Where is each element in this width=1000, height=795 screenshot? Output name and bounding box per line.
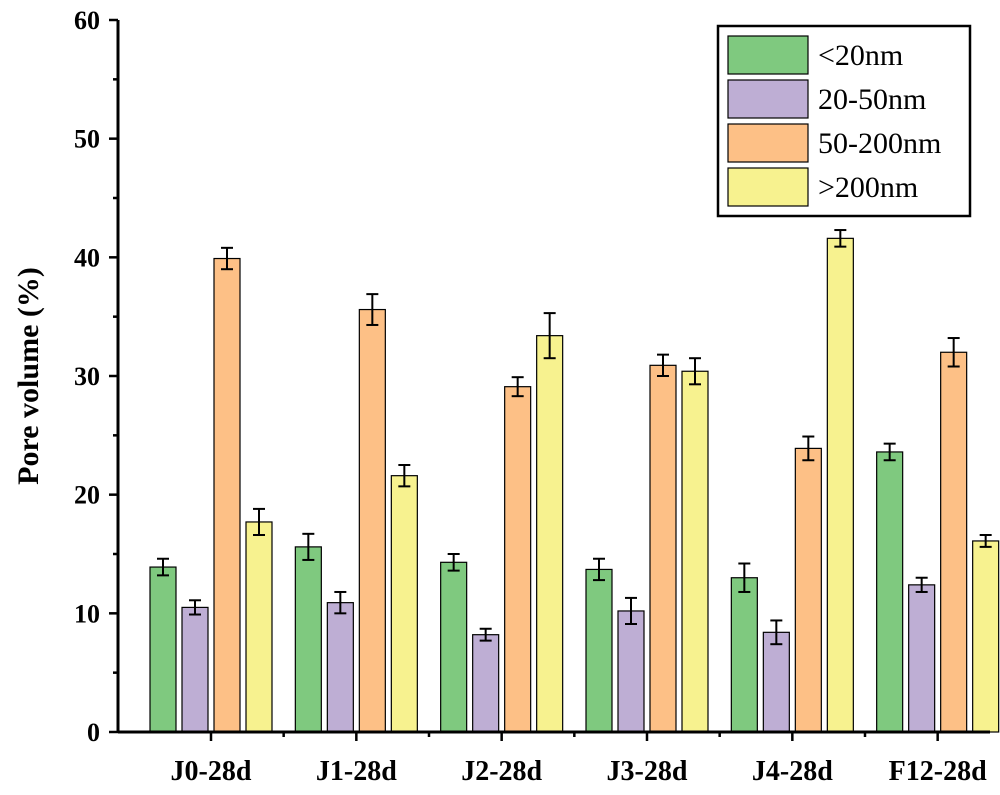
x-tick-label: J1-28d bbox=[316, 756, 397, 787]
y-tick-label: 40 bbox=[74, 243, 100, 272]
legend-swatch bbox=[727, 123, 809, 163]
x-ticks: J0-28d J1-28d J2-28d J3-28d J4-28d F12-28d bbox=[171, 732, 987, 787]
y-ticks: 0 10 20 30 40 50 60 bbox=[74, 6, 118, 747]
legend-label: >200nm bbox=[818, 171, 918, 204]
bar-J0-28d-50-200nm bbox=[213, 257, 241, 733]
x-tick-label: J2-28d bbox=[461, 756, 542, 787]
bar-J1-28d-<20nm bbox=[294, 546, 322, 733]
bar-F12-28d-20-50nm bbox=[908, 584, 936, 733]
y-tick-label: 20 bbox=[74, 481, 100, 510]
y-tick-label: 50 bbox=[74, 125, 100, 154]
bar-J2-28d->200nm bbox=[536, 335, 564, 733]
bar-J3-28d-50-200nm bbox=[649, 364, 677, 733]
bar-J3-28d-20-50nm bbox=[617, 610, 645, 733]
x-tick-label: J0-28d bbox=[171, 756, 252, 787]
bar-J4-28d-50-200nm bbox=[794, 447, 822, 733]
y-axis-label: Pore volume (%) bbox=[12, 267, 45, 485]
bars-layer bbox=[149, 237, 1000, 733]
y-tick-label: 10 bbox=[74, 599, 100, 628]
bar-J4-28d-20-50nm bbox=[762, 631, 790, 733]
bar-J1-28d-20-50nm bbox=[326, 602, 354, 733]
bar-J4-28d->200nm bbox=[826, 237, 854, 733]
legend-label: 50-200nm bbox=[818, 127, 941, 160]
bar-J2-28d-<20nm bbox=[440, 561, 468, 733]
bar-J2-28d-20-50nm bbox=[472, 634, 500, 733]
bar-J3-28d-<20nm bbox=[585, 568, 613, 733]
legend-label: <20nm bbox=[818, 39, 903, 72]
legend-swatch bbox=[727, 79, 809, 119]
bar-J2-28d-50-200nm bbox=[504, 386, 532, 733]
legend-swatch bbox=[727, 35, 809, 75]
bar-J0-28d-20-50nm bbox=[181, 606, 209, 733]
error-bars-layer bbox=[157, 229, 992, 646]
bar-J1-28d->200nm bbox=[390, 475, 418, 733]
y-tick-label: 0 bbox=[87, 718, 100, 747]
legend-label: 20-50nm bbox=[818, 83, 926, 116]
bar-J3-28d->200nm bbox=[681, 370, 709, 733]
bar-J4-28d-<20nm bbox=[730, 577, 758, 733]
x-tick-label: J4-28d bbox=[752, 756, 833, 787]
bar-F12-28d-50-200nm bbox=[940, 351, 968, 733]
y-tick-label: 30 bbox=[74, 362, 100, 391]
bar-J0-28d->200nm bbox=[245, 521, 273, 733]
x-tick-label: F12-28d bbox=[889, 756, 987, 787]
bar-F12-28d->200nm bbox=[972, 540, 1000, 733]
x-tick-label: J3-28d bbox=[607, 756, 688, 787]
y-tick-label: 60 bbox=[74, 6, 100, 35]
bar-J1-28d-50-200nm bbox=[358, 308, 386, 733]
bar-F12-28d-<20nm bbox=[876, 451, 904, 733]
bar-J0-28d-<20nm bbox=[149, 566, 177, 733]
legend-swatch bbox=[727, 167, 809, 207]
legend: <20nm 20-50nm 50-200nm >200nm bbox=[716, 24, 972, 218]
